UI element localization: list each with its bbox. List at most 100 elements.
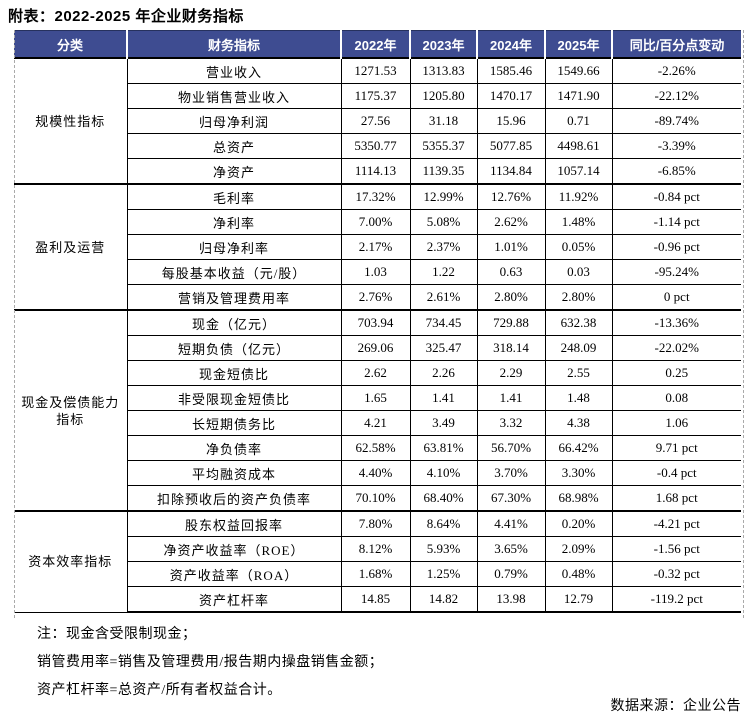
change-cell: 1.68 pct: [611, 485, 741, 512]
value-cell-y0: 2.76%: [340, 284, 410, 311]
value-cell-y2: 0.63: [476, 259, 545, 285]
category-cell-3: 资本效率指标: [14, 510, 127, 613]
value-cell-y1: 734.45: [409, 309, 477, 336]
footnote-line: 注：现金含受限制现金；: [37, 627, 197, 642]
value-cell-y0: 7.00%: [340, 209, 410, 235]
table-header-row: 分类 财务指标 2022年 2023年 2024年 2025年 同比/百分点变动: [14, 30, 741, 59]
value-cell-y1: 5.08%: [409, 209, 477, 235]
change-cell: -22.12%: [611, 83, 741, 109]
change-cell: -1.56 pct: [611, 536, 741, 562]
change-cell: 0 pct: [611, 284, 741, 311]
value-cell-y3: 1549.66: [544, 57, 612, 84]
change-cell: -13.36%: [611, 309, 741, 336]
category-cell-0: 规模性指标: [14, 57, 127, 185]
value-cell-y2: 5077.85: [476, 133, 545, 159]
table-row: 盈利及运营 毛利率 17.32% 12.99% 12.76% 11.92% -0.84 pc…: [14, 183, 741, 311]
indicator-cell: 净资产: [126, 158, 341, 185]
table-row: 短期负债（亿元） 269.06 325.47 318.14 248.09 -22.02%: [14, 335, 741, 361]
value-cell-y0: 8.12%: [340, 536, 410, 562]
change-cell: -2.26%: [611, 57, 741, 84]
value-cell-y0: 1.65: [340, 385, 410, 411]
table-row: 规模性指标 营业收入 1271.53 1313.83 1585.46 1549.66 -2.…: [14, 57, 741, 185]
indicator-cell: 平均融资成本: [126, 460, 341, 486]
indicator-cell: 股东权益回报率: [126, 510, 341, 537]
value-cell-y1: 4.10%: [409, 460, 477, 486]
column-header-2: 2022年: [340, 30, 410, 59]
value-cell-y0: 4.21: [340, 410, 410, 436]
column-header-5: 2025年: [544, 30, 612, 59]
value-cell-y2: 67.30%: [476, 485, 545, 512]
column-header-4: 2024年: [476, 30, 545, 59]
value-cell-y3: 66.42%: [544, 435, 612, 461]
change-cell: 0.25: [611, 360, 741, 386]
change-cell: 9.71 pct: [611, 435, 741, 461]
value-cell-y0: 703.94: [340, 309, 410, 336]
value-cell-y1: 68.40%: [409, 485, 477, 512]
value-cell-y2: 4.41%: [476, 510, 545, 537]
value-cell-y2: 1470.17: [476, 83, 545, 109]
value-cell-y0: 4.40%: [340, 460, 410, 486]
indicator-cell: 资产杠杆率: [126, 586, 341, 613]
indicator-cell: 现金（亿元）: [126, 309, 341, 336]
table-row: 资产收益率（ROA） 1.68% 1.25% 0.79% 0.48% -0.32 pct: [14, 561, 741, 587]
value-cell-y1: 12.99%: [409, 183, 477, 210]
value-cell-y2: 3.65%: [476, 536, 545, 562]
value-cell-y2: 13.98: [476, 586, 545, 613]
table-row: 现金及偿债能力指标 现金（亿元） 703.94 734.45 729.88 632.38-…: [14, 309, 741, 512]
value-cell-y1: 2.26: [409, 360, 477, 386]
change-cell: -3.39%: [611, 133, 741, 159]
table-body: 规模性指标 营业收入 1271.53 1313.83 1585.46 1549.66 -2.…: [14, 57, 741, 613]
value-cell-y3: 0.03: [544, 259, 612, 285]
indicator-cell: 营业收入: [126, 57, 341, 84]
value-cell-y1: 63.81%: [409, 435, 477, 461]
table-row: 平均融资成本 4.40% 4.10% 3.70% 3.30% -0.4 pct: [14, 460, 741, 486]
indicator-cell: 每股基本收益（元/股）: [126, 259, 341, 285]
table-row: 每股基本收益（元/股） 1.03 1.22 0.63 0.03 -95.24%: [14, 259, 741, 285]
page-break-line-right: [743, 30, 744, 618]
indicator-cell: 营销及管理费用率: [126, 284, 341, 311]
change-cell: 0.08: [611, 385, 741, 411]
value-cell-y2: 0.79%: [476, 561, 545, 587]
change-cell: -1.14 pct: [611, 209, 741, 235]
data-source: 数据来源：企业公告: [610, 699, 741, 714]
change-cell: -6.85%: [611, 158, 741, 185]
table-row: 净负债率 62.58% 63.81% 56.70% 66.42% 9.71 pct: [14, 435, 741, 461]
value-cell-y2: 1134.84: [476, 158, 545, 185]
value-cell-y3: 12.79: [544, 586, 612, 613]
value-cell-y2: 2.62%: [476, 209, 545, 235]
table-row: 物业销售营业收入 1175.37 1205.80 1470.17 1471.90 -22.…: [14, 83, 741, 109]
footnotes: 注：现金含受限制现金； 销管费用率=销售及管理费用/报告期内操盘销售金额； 资产杠杆…: [37, 621, 383, 705]
value-cell-y1: 31.18: [409, 108, 477, 134]
indicator-cell: 总资产: [126, 133, 341, 159]
value-cell-y0: 2.17%: [340, 234, 410, 260]
value-cell-y3: 0.48%: [544, 561, 612, 587]
table-row: 非受限现金短债比 1.65 1.41 1.41 1.48 0.08: [14, 385, 741, 411]
indicator-cell: 净负债率: [126, 435, 341, 461]
value-cell-y3: 68.98%: [544, 485, 612, 512]
table-row: 长短期债务比 4.21 3.49 3.32 4.38 1.06: [14, 410, 741, 436]
value-cell-y3: 632.38: [544, 309, 612, 336]
value-cell-y1: 1.22: [409, 259, 477, 285]
indicator-cell: 毛利率: [126, 183, 341, 210]
change-cell: -95.24%: [611, 259, 741, 285]
value-cell-y3: 2.80%: [544, 284, 612, 311]
value-cell-y0: 1.03: [340, 259, 410, 285]
change-cell: -0.96 pct: [611, 234, 741, 260]
value-cell-y1: 1.25%: [409, 561, 477, 587]
value-cell-y2: 2.29: [476, 360, 545, 386]
value-cell-y0: 1.68%: [340, 561, 410, 587]
table-row: 扣除预收后的资产负债率 70.10% 68.40% 67.30% 68.98% 1.68 …: [14, 485, 741, 512]
value-cell-y0: 5350.77: [340, 133, 410, 159]
financial-table: 分类 财务指标 2022年 2023年 2024年 2025年 同比/百分点变动 规模性指标…: [14, 30, 741, 613]
change-cell: -0.32 pct: [611, 561, 741, 587]
value-cell-y3: 1.48: [544, 385, 612, 411]
value-cell-y0: 62.58%: [340, 435, 410, 461]
value-cell-y0: 7.80%: [340, 510, 410, 537]
indicator-cell: 物业销售营业收入: [126, 83, 341, 109]
value-cell-y3: 2.09%: [544, 536, 612, 562]
value-cell-y3: 1.48%: [544, 209, 612, 235]
value-cell-y2: 1585.46: [476, 57, 545, 84]
value-cell-y1: 5355.37: [409, 133, 477, 159]
footnote-line: 销管费用率=销售及管理费用/报告期内操盘销售金额；: [37, 655, 384, 670]
